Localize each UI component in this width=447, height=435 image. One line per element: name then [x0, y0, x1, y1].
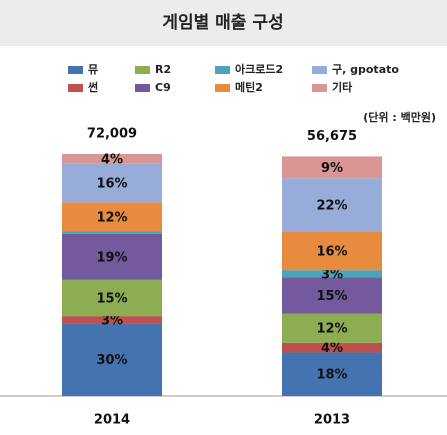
value-label: 30%: [96, 353, 127, 368]
bar-segment: [282, 270, 382, 278]
bar-segment: [62, 316, 162, 324]
legend-label: 아크로드2: [235, 62, 283, 76]
legend-label: R2: [155, 63, 171, 76]
legend-label: C9: [155, 81, 171, 94]
bar-segment: [282, 313, 382, 343]
value-label: 19%: [96, 250, 127, 265]
bar-segment: [62, 279, 162, 317]
bar-segment: [282, 178, 382, 232]
title-band: [0, 0, 447, 46]
value-label: 12%: [316, 322, 347, 337]
legend-swatch: [215, 84, 230, 92]
legend-swatch: [312, 84, 327, 92]
value-label: 15%: [316, 289, 347, 304]
bar-segment: [62, 202, 162, 232]
bar-segment: [282, 352, 382, 396]
unit-note: (단위 : 백만원): [363, 110, 436, 124]
bar-segment: [282, 156, 382, 179]
bar-segment: [282, 277, 382, 314]
value-label: 18%: [316, 368, 347, 383]
bar-segment: [62, 231, 162, 234]
value-label: 4%: [101, 152, 123, 167]
legend-label: 뮤: [88, 63, 98, 76]
value-label: 15%: [96, 291, 127, 306]
bar-segment: [282, 342, 382, 353]
value-label: 22%: [316, 198, 347, 213]
value-label: 16%: [316, 244, 347, 259]
value-label: 12%: [96, 210, 127, 225]
legend-swatch: [68, 84, 83, 92]
legend-swatch: [135, 84, 150, 92]
value-label: 9%: [321, 161, 343, 176]
value-label: 3%: [101, 313, 123, 328]
legend-swatch: [135, 66, 150, 74]
bar-segment: [62, 323, 162, 396]
bar-segment: [62, 154, 162, 164]
legend-swatch: [215, 66, 230, 74]
legend-label: 구, gpotato: [332, 63, 399, 76]
legend-label: 기타: [332, 80, 353, 94]
total-label: 56,675: [307, 129, 357, 144]
value-label: 3%: [321, 267, 343, 282]
bar-segment: [62, 163, 162, 203]
legend-swatch: [312, 66, 327, 74]
x-tick-label: 2013: [314, 413, 350, 428]
value-label: 16%: [96, 177, 127, 192]
x-tick-label: 2014: [94, 413, 130, 428]
value-label: 4%: [321, 341, 343, 356]
legend-swatch: [68, 66, 83, 74]
legend-label: 썬: [88, 80, 98, 94]
bar-segment: [62, 233, 162, 280]
total-label: 72,009: [87, 127, 137, 142]
bar-segment: [282, 231, 382, 271]
legend-label: 메틴2: [235, 80, 263, 94]
chart-title: 게임별 매출 구성: [162, 12, 283, 33]
